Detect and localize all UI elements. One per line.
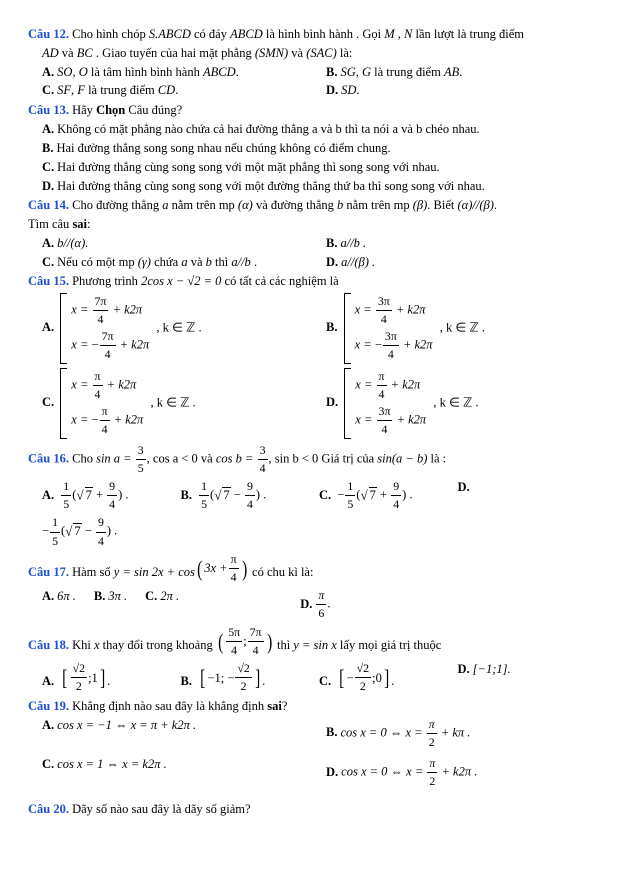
q13-A: A.Không có mặt phẳng nào chứa cả hai đườ… [28,120,596,138]
q13: Câu 13. Hãy Chọn Câu đúng? [28,101,596,119]
q12-D: D.SD. [312,81,596,99]
q12-line2: AD và BC . Giao tuyến của hai mặt phẳng … [28,44,596,62]
q17-D: D.π6. [300,587,439,622]
q15-B: B. x = 3π4 + k2π x = −3π4 + k2π , k ∈ ℤ … [312,291,596,366]
q19-label: Câu 19. [28,699,69,713]
q19-B: B.cos x = 0 ⇔ x = π2 + kπ . [312,716,596,751]
q16-label: Câu 16. [28,451,69,465]
q16-opts: A. 15(√7 + 94) . B. 15(√7 − 94) . C. −15… [28,478,596,513]
q15-row1: A. x = 7π4 + k2π x = −7π4 + k2π , k ∈ ℤ … [28,291,596,366]
q18-B: B. [−1; −√22]. [181,660,320,695]
q19-A: A.cos x = −1 ⇔ x = π + k2π . [28,716,312,751]
q18-D: D.[−1;1]. [458,660,597,695]
q14-A: A.b//(α). [28,234,312,252]
q17-label: Câu 17. [28,565,69,579]
q14: Câu 14. Cho đường thẳng a nằm trên mp (α… [28,196,596,214]
q16: Câu 16. Cho sin a = 35, cos a < 0 và cos… [28,442,596,477]
q17-B: B.3π . [94,587,145,622]
q16-B: B. 15(√7 − 94) . [181,478,320,513]
q16-A: A. 15(√7 + 94) . [42,478,181,513]
q14-C: C.Nếu có một mp (γ) chứa a và b thì a//b… [28,253,312,271]
q15-D-sys: x = π4 + k2π x = 3π4 + k2π [344,368,426,439]
q12-B: B.SG, G là trung điểm AB. [312,63,596,81]
q14-findsai: Tìm câu sai: [28,215,596,233]
q18-opts: A. [√22;1]. B. [−1; −√22]. C. [−√22;0]. … [28,660,596,695]
q20-label: Câu 20. [28,802,69,816]
q15-A-sys: x = 7π4 + k2π x = −7π4 + k2π [60,293,149,364]
q13-label: Câu 13. [28,103,69,117]
q12-opts: A.SO, O là tâm hình bình hành ABCD. B.SG… [28,63,596,99]
q17: Câu 17. Hàm số y = sin 2x + cos(3x + π4)… [28,551,596,586]
q19-C: C.cos x = 1 ⇔ x = k2π . [28,755,312,790]
q14-B: B.a//b . [312,234,596,252]
q14-D: D.a//(β) . [312,253,596,271]
q20: Câu 20. Dãy số nào sau đây là dãy số giả… [28,800,596,818]
q17-C: C.2π . [145,587,300,622]
q19-D: D.cos x = 0 ⇔ x = π2 + k2π . [312,755,596,790]
q18-C: C. [−√22;0]. [319,660,458,695]
q19-row2: C.cos x = 1 ⇔ x = k2π . D.cos x = 0 ⇔ x … [28,755,596,790]
q15-A: A. x = 7π4 + k2π x = −7π4 + k2π , k ∈ ℤ … [28,291,312,366]
q15-D: D. x = π4 + k2π x = 3π4 + k2π , k ∈ ℤ . [312,366,596,441]
q15-row2: C. x = π4 + k2π x = −π4 + k2π , k ∈ ℤ . … [28,366,596,441]
q15-C-sys: x = π4 + k2π x = −π4 + k2π [60,368,143,439]
q12: Câu 12. Cho hình chóp S.ABCD có đáy ABCD… [28,25,596,43]
q18-label: Câu 18. [28,638,69,652]
q13-C: C.Hai đường thẳng cùng song song với một… [28,158,596,176]
q12-C: C.SF, F là trung điểm CD. [28,81,312,99]
q12-A: A.SO, O là tâm hình bình hành ABCD. [28,63,312,81]
q15-B-sys: x = 3π4 + k2π x = −3π4 + k2π [344,293,433,364]
q17-A: A.6π . [42,587,94,622]
q19-row1: A.cos x = −1 ⇔ x = π + k2π . B.cos x = 0… [28,716,596,751]
q18-A: A. [√22;1]. [42,660,181,695]
q13-B: B.Hai đường thẳng song song nhau nếu chú… [28,139,596,157]
q17-opts: A.6π . B.3π . C.2π . D.π6. [28,587,596,622]
q16-D-label: D. [458,478,597,513]
q15-label: Câu 15. [28,274,69,288]
q14-row1: A.b//(α). B.a//b . [28,234,596,252]
q14-row2: C.Nếu có một mp (γ) chứa a và b thì a//b… [28,253,596,271]
q14-label: Câu 14. [28,198,69,212]
q19: Câu 19. Khẳng định nào sau đây là khẳng … [28,697,596,715]
q18: Câu 18. Khi x thay đổi trong khoảng (5π4… [28,624,596,659]
q13-D: D.Hai đường thẳng cùng song song với một… [28,177,596,195]
q16-C: C. −15(√7 + 94) . [319,478,458,513]
q16-D: −15(√7 − 94) . [28,514,596,549]
q15: Câu 15. Phương trình 2cos x − √2 = 0 có … [28,272,596,290]
q15-C: C. x = π4 + k2π x = −π4 + k2π , k ∈ ℤ . [28,366,312,441]
q12-label: Câu 12. [28,27,69,41]
